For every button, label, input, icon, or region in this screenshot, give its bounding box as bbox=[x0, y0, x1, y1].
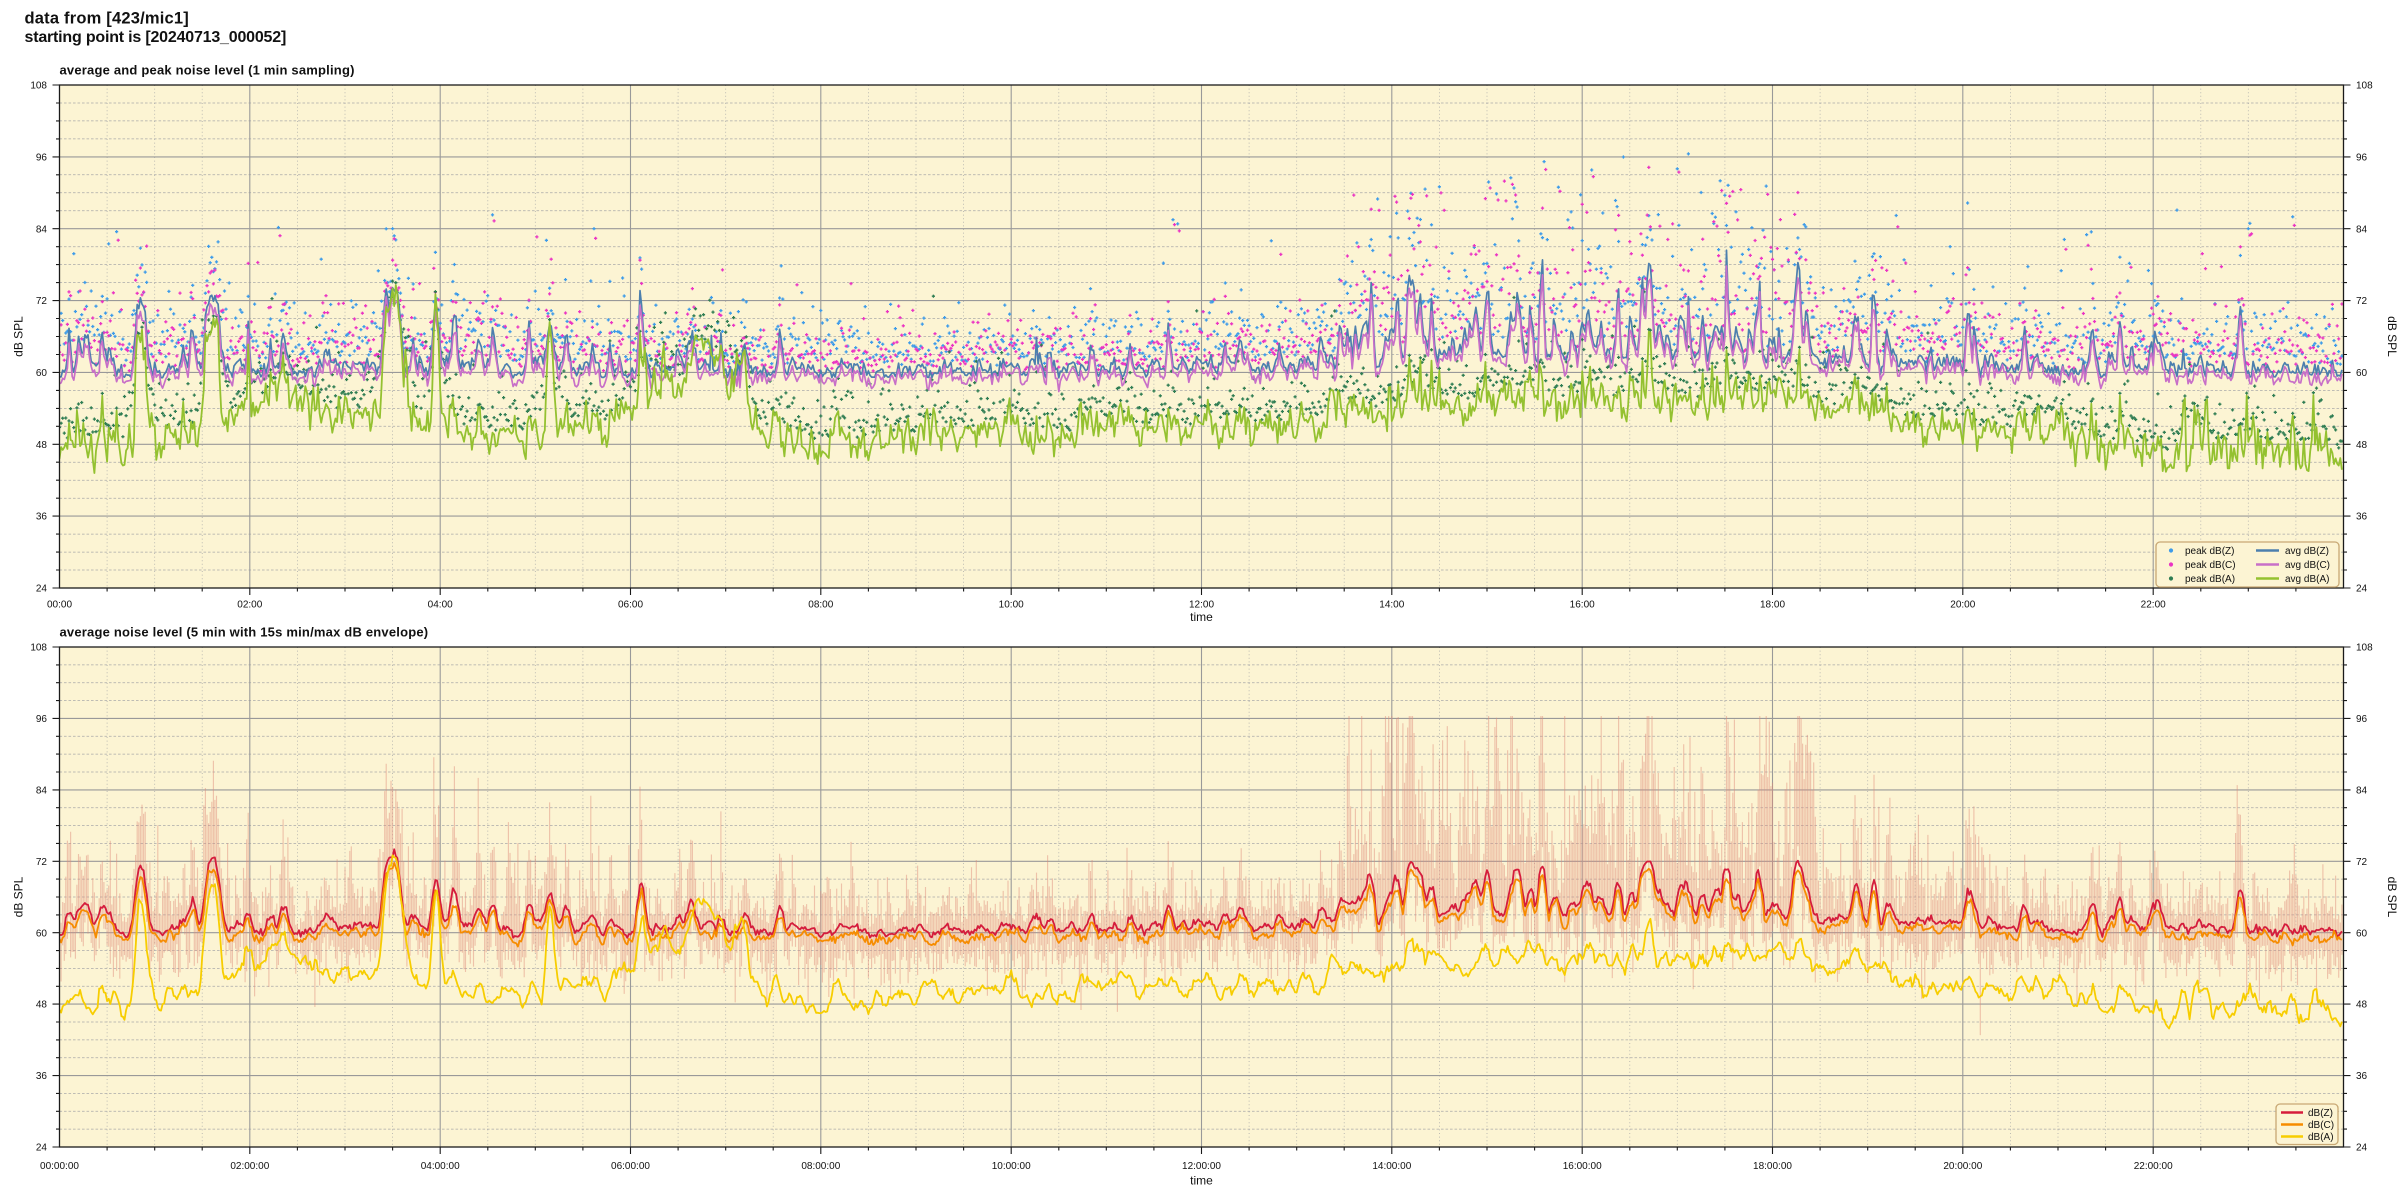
svg-text:24: 24 bbox=[36, 584, 48, 595]
svg-text:20:00:00: 20:00:00 bbox=[1943, 1161, 1982, 1172]
svg-text:60: 60 bbox=[36, 368, 48, 379]
svg-text:48: 48 bbox=[2356, 440, 2368, 451]
svg-text:10:00:00: 10:00:00 bbox=[992, 1161, 1031, 1172]
svg-text:36: 36 bbox=[36, 512, 48, 523]
svg-text:peak dB(C): peak dB(C) bbox=[2185, 560, 2236, 571]
svg-text:02:00:00: 02:00:00 bbox=[230, 1161, 269, 1172]
svg-text:72: 72 bbox=[2356, 296, 2368, 307]
svg-text:14:00:00: 14:00:00 bbox=[1372, 1161, 1411, 1172]
svg-text:time: time bbox=[1190, 1174, 1213, 1188]
svg-text:10:00: 10:00 bbox=[999, 600, 1024, 611]
svg-text:84: 84 bbox=[36, 786, 48, 797]
svg-text:36: 36 bbox=[2356, 512, 2368, 523]
svg-text:108: 108 bbox=[2356, 643, 2373, 654]
svg-text:84: 84 bbox=[2356, 786, 2368, 797]
svg-text:00:00:00: 00:00:00 bbox=[40, 1161, 79, 1172]
svg-text:average and peak noise level (: average and peak noise level (1 min samp… bbox=[60, 63, 355, 78]
svg-text:84: 84 bbox=[36, 224, 48, 235]
svg-text:avg dB(C): avg dB(C) bbox=[2285, 560, 2330, 571]
svg-text:dB SPL: dB SPL bbox=[2385, 877, 2399, 918]
svg-text:18:00: 18:00 bbox=[1760, 600, 1785, 611]
svg-text:08:00:00: 08:00:00 bbox=[801, 1161, 840, 1172]
svg-text:dB(C): dB(C) bbox=[2308, 1120, 2334, 1131]
svg-text:06:00: 06:00 bbox=[618, 600, 643, 611]
svg-text:00:00: 00:00 bbox=[47, 600, 72, 611]
svg-text:96: 96 bbox=[2356, 153, 2368, 164]
svg-text:data from [423/mic1]: data from [423/mic1] bbox=[25, 10, 189, 28]
svg-text:12:00:00: 12:00:00 bbox=[1182, 1161, 1221, 1172]
svg-text:16:00:00: 16:00:00 bbox=[1563, 1161, 1602, 1172]
svg-text:04:00:00: 04:00:00 bbox=[421, 1161, 460, 1172]
svg-text:108: 108 bbox=[30, 81, 47, 92]
svg-text:48: 48 bbox=[36, 440, 48, 451]
svg-text:24: 24 bbox=[36, 1143, 48, 1154]
svg-text:avg dB(Z): avg dB(Z) bbox=[2285, 546, 2329, 557]
svg-text:peak dB(Z): peak dB(Z) bbox=[2185, 546, 2234, 557]
svg-text:36: 36 bbox=[36, 1071, 48, 1082]
svg-text:dB SPL: dB SPL bbox=[2385, 316, 2399, 357]
svg-text:108: 108 bbox=[30, 643, 47, 654]
svg-text:dB(A): dB(A) bbox=[2308, 1132, 2334, 1143]
svg-text:time: time bbox=[1190, 610, 1213, 624]
svg-text:starting point is [20240713_00: starting point is [20240713_000052] bbox=[25, 29, 287, 46]
svg-text:04:00: 04:00 bbox=[428, 600, 453, 611]
svg-text:avg dB(A): avg dB(A) bbox=[2285, 574, 2329, 585]
svg-text:average noise level (5 min wit: average noise level (5 min with 15s min/… bbox=[60, 625, 429, 640]
svg-text:22:00: 22:00 bbox=[2141, 600, 2166, 611]
svg-text:20:00: 20:00 bbox=[1950, 600, 1975, 611]
svg-text:dB SPL: dB SPL bbox=[12, 316, 26, 357]
svg-text:96: 96 bbox=[2356, 714, 2368, 725]
svg-text:72: 72 bbox=[36, 296, 48, 307]
svg-text:dB SPL: dB SPL bbox=[12, 876, 26, 917]
svg-text:72: 72 bbox=[2356, 857, 2368, 868]
svg-text:14:00: 14:00 bbox=[1379, 600, 1404, 611]
svg-text:60: 60 bbox=[36, 928, 48, 939]
svg-text:84: 84 bbox=[2356, 224, 2368, 235]
svg-text:48: 48 bbox=[2356, 1000, 2368, 1011]
svg-text:48: 48 bbox=[36, 1000, 48, 1011]
svg-text:24: 24 bbox=[2356, 584, 2368, 595]
svg-text:peak dB(A): peak dB(A) bbox=[2185, 574, 2235, 585]
svg-text:24: 24 bbox=[2356, 1143, 2368, 1154]
svg-text:96: 96 bbox=[36, 153, 48, 164]
svg-text:08:00: 08:00 bbox=[808, 600, 833, 611]
svg-text:12:00: 12:00 bbox=[1189, 600, 1214, 611]
svg-text:72: 72 bbox=[36, 857, 48, 868]
svg-text:06:00:00: 06:00:00 bbox=[611, 1161, 650, 1172]
svg-text:16:00: 16:00 bbox=[1570, 600, 1595, 611]
svg-text:dB(Z): dB(Z) bbox=[2308, 1108, 2333, 1119]
svg-text:22:00:00: 22:00:00 bbox=[2134, 1161, 2173, 1172]
svg-text:96: 96 bbox=[36, 714, 48, 725]
svg-text:18:00:00: 18:00:00 bbox=[1753, 1161, 1792, 1172]
svg-text:36: 36 bbox=[2356, 1071, 2368, 1082]
svg-text:60: 60 bbox=[2356, 368, 2368, 379]
svg-text:60: 60 bbox=[2356, 928, 2368, 939]
svg-text:02:00: 02:00 bbox=[237, 600, 262, 611]
svg-text:108: 108 bbox=[2356, 81, 2373, 92]
